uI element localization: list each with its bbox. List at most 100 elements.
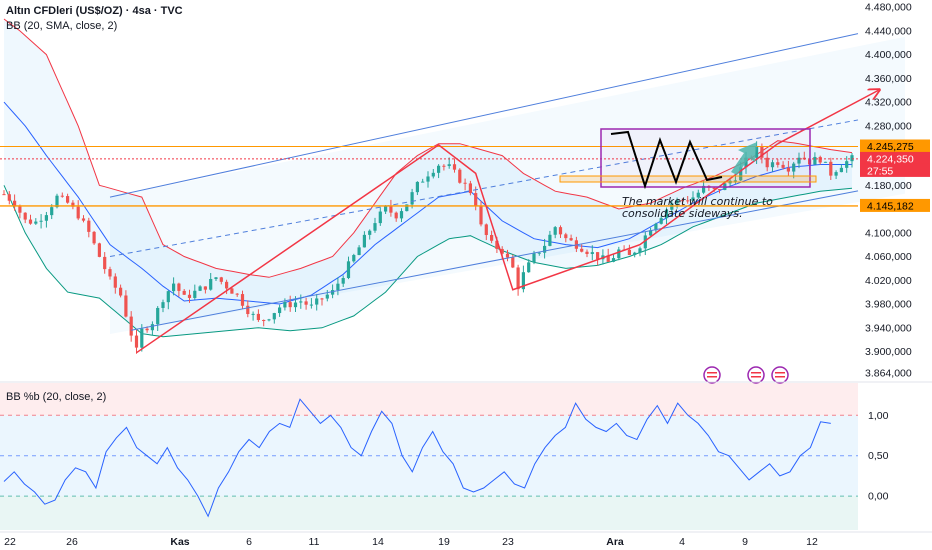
channel-lower-line [131, 190, 859, 331]
candle-body [617, 249, 621, 259]
candle-body [2, 194, 6, 196]
candle-body [543, 245, 547, 253]
candle-body [251, 313, 255, 315]
candle-body [845, 161, 849, 168]
candle-body [580, 248, 584, 252]
candle-body [304, 301, 308, 305]
y-axis-tick-label: 4.480,000 [865, 2, 912, 14]
annotation-line-2: consolidate sideways. [622, 207, 743, 220]
candle-body [405, 204, 409, 212]
candle-body [691, 197, 695, 201]
pctb-axis-tick-label: 1,00 [868, 410, 889, 422]
candle-body [765, 157, 769, 168]
candle-body [569, 238, 573, 241]
candle-body [537, 252, 541, 254]
bb-lower-line [3, 185, 853, 338]
candle-body [606, 255, 610, 262]
candle-body [203, 286, 207, 290]
candle-body [675, 200, 679, 204]
candle-body [696, 192, 700, 198]
candle-body [421, 181, 425, 183]
pctb-line [3, 398, 831, 518]
red-up-arrow [777, 90, 879, 145]
candle-body [686, 200, 690, 202]
sideways-zigzag-projection [610, 130, 723, 190]
x-axis-tick-label: 26 [66, 536, 78, 548]
candle-body [505, 253, 510, 258]
price-tag [860, 198, 930, 212]
candle-body [829, 161, 833, 176]
candle-body [87, 220, 91, 232]
candle-body [140, 328, 144, 348]
candle-body [278, 307, 282, 314]
y-axis-tick-label: 3.864,000 [865, 367, 912, 379]
candle-body [760, 146, 764, 158]
candle-body [156, 307, 160, 325]
price-tag-label: 4.224,350 [867, 153, 914, 165]
x-axis-tick-label: 14 [372, 536, 384, 548]
candle-body [7, 194, 11, 201]
price-tag-label: 4.145,182 [867, 200, 914, 212]
candle-body [458, 169, 462, 183]
candle-body [638, 248, 642, 253]
candle-body [611, 258, 616, 262]
candle-body [331, 290, 335, 295]
annotation-line-1: The market will continue to [622, 195, 773, 208]
price-tag [860, 151, 930, 165]
candle-body [813, 156, 817, 165]
candle-body [500, 248, 504, 254]
candle-body [548, 234, 552, 246]
candle-body [823, 161, 828, 163]
candle-body [521, 272, 525, 290]
y-axis-tick-label: 4.100,000 [865, 227, 912, 239]
candle-body [55, 195, 59, 208]
candle-body [71, 202, 75, 207]
candle-body [81, 218, 86, 221]
candle-body [484, 224, 488, 236]
channel-fill [110, 36, 905, 334]
candle-body [119, 287, 123, 296]
x-axis-tick-label: Kas [170, 536, 189, 548]
candle-body [490, 235, 494, 241]
candle-body [553, 227, 557, 235]
candle-body [596, 252, 600, 260]
price-tag-label: 4.245,275 [867, 141, 914, 153]
flag-stripe [775, 372, 785, 374]
candle-body [627, 249, 631, 255]
bb-basis-line [3, 101, 852, 305]
candle-body [415, 181, 419, 193]
candle-body [320, 298, 324, 300]
candle-body [193, 290, 197, 298]
y-axis-tick-label: 4.060,000 [865, 251, 912, 263]
candle-body [283, 302, 287, 308]
candle-body [352, 255, 356, 262]
candle-body [384, 206, 388, 212]
candle-body [97, 243, 101, 257]
candle-body [373, 223, 377, 231]
flag-us-icon [771, 366, 789, 384]
candle-body [654, 223, 658, 231]
candle-body [44, 215, 48, 221]
candle-body [23, 212, 27, 220]
y-axis-tick-label: 4.360,000 [865, 73, 912, 85]
red-zigzag-trend [136, 143, 779, 354]
candle-body [781, 164, 785, 168]
candle-body [187, 294, 192, 298]
candle-body [325, 294, 329, 299]
candle-body [214, 277, 218, 279]
price-tag [860, 163, 930, 177]
flag-us-icon [747, 366, 765, 384]
candle-body [755, 146, 759, 158]
candle-body [818, 156, 822, 163]
channel-mid-line [109, 119, 859, 257]
candle-body [643, 235, 647, 249]
candle-body [399, 211, 404, 219]
candle-body [240, 294, 245, 306]
bb-upper-line [3, 18, 853, 278]
pctb-overbought-zone [0, 383, 858, 416]
pctb-indicator-label: BB %b (20, close, 2) [6, 391, 107, 403]
candle-body [34, 221, 38, 224]
candle-body [463, 182, 467, 184]
candle-body [834, 172, 838, 176]
